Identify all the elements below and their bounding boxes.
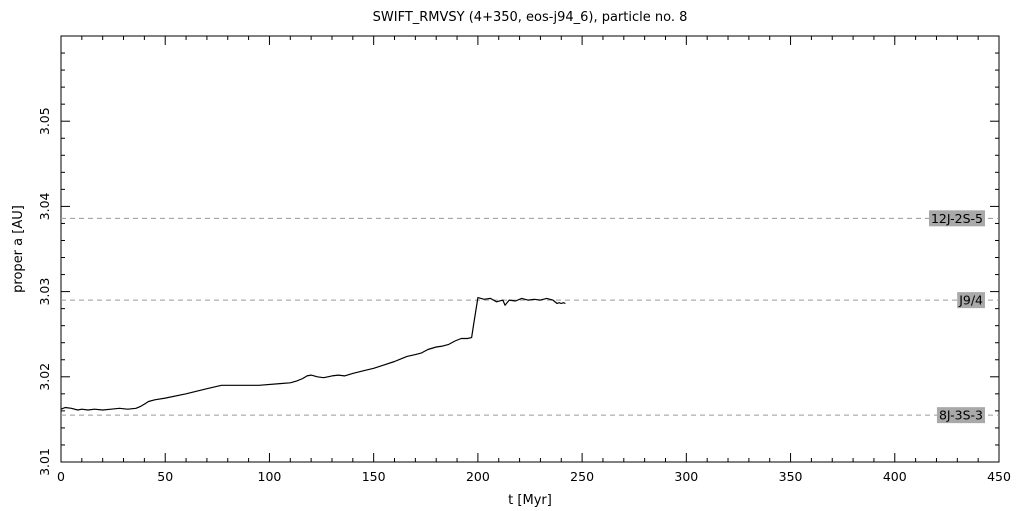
series-line-1 [60,297,566,411]
y-tick-label: 3.04 [37,192,52,220]
resonance-label: 8J-3S-3 [939,408,983,423]
y-axis-label: proper a [AU] [11,205,26,293]
resonance-layer: 12J-2S-5 J9/4 8J-3S-3 [61,210,999,424]
resonance-label-bg [928,210,985,227]
chart-title: SWIFT_RMVSY (4+350, eos-j94_6), particle… [373,10,688,25]
x-tick-label: 50 [157,469,173,484]
x-tick-label: 100 [258,469,282,484]
x-axis-label: t [Myr] [508,493,552,508]
series-layer [60,297,566,411]
y-tick-label: 3.03 [37,278,52,306]
resonance-label-bg [957,292,985,309]
x-tick-label: 200 [466,469,490,484]
resonance-label-bg [936,407,985,424]
x-tick-label: 250 [570,469,594,484]
y-tick-label: 3.01 [37,448,52,476]
x-tick-label: 0 [57,469,65,484]
plot-frame [60,35,1000,463]
x-tick-label: 400 [883,469,907,484]
y-tick-label: 3.02 [37,363,52,391]
axis-ticks: 0 50 100 150 200 250 300 350 400 450 3.01 3.02 3.03 3… [37,35,1011,484]
resonance-label: 12J-2S-5 [931,211,983,226]
x-tick-label: 350 [779,469,803,484]
y-tick-label: 3.05 [37,107,52,135]
resonance-label: J9/4 [958,293,983,308]
x-tick-label: 450 [987,469,1011,484]
x-tick-label: 150 [362,469,386,484]
x-tick-label: 300 [674,469,698,484]
